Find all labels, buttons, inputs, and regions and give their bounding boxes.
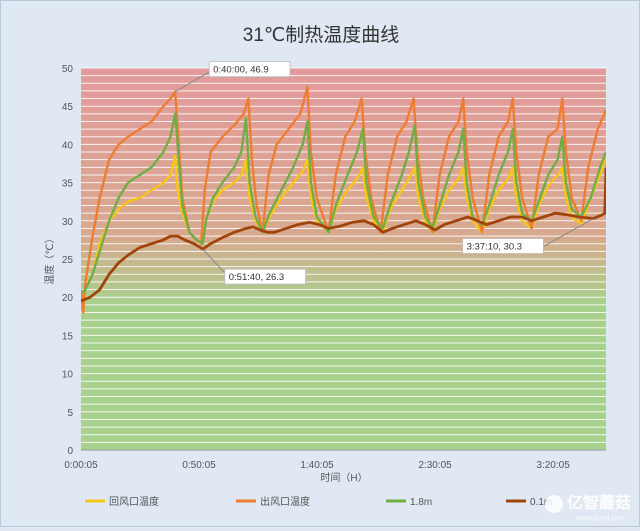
y-tick-label: 35 <box>62 179 74 190</box>
y-tick-label: 25 <box>62 255 74 266</box>
legend-label-3: 1.8m <box>410 497 432 508</box>
x-tick-label: 0:00:05 <box>64 460 98 471</box>
series-line-4 <box>81 167 606 303</box>
annotation-box <box>224 268 306 285</box>
series-line-2 <box>81 85 606 314</box>
x-tick-label: 0:50:05 <box>182 460 216 471</box>
legend: 回风口温度 出风口温度 1.8m 0.1m <box>85 495 552 508</box>
chart-title: 31℃制热温度曲线 <box>243 24 399 46</box>
series-group <box>81 85 606 314</box>
y-tick-label: 0 <box>67 446 73 457</box>
y-tick-label: 50 <box>62 64 74 75</box>
legend-label-2: 出风口温度 <box>260 495 310 508</box>
watermark-text: 亿智蘑菇 <box>567 493 631 512</box>
x-tick-label: 3:20:05 <box>536 460 570 471</box>
y-axis-label: 温度（℃） <box>43 233 56 284</box>
y-tick-label: 10 <box>62 370 74 381</box>
series-line-1 <box>81 154 606 298</box>
series-line-3 <box>81 112 606 295</box>
legend-label-1: 回风口温度 <box>109 495 159 508</box>
y-tick-label: 20 <box>62 293 74 304</box>
x-tick-label: 2:30:05 <box>418 460 452 471</box>
y-tick-label: 15 <box>62 331 74 342</box>
watermark-subtext: www.yzmg.com <box>575 515 625 522</box>
y-tick-label: 45 <box>62 102 74 113</box>
annotation-leader <box>174 69 214 93</box>
annotation-label: 3:37:10, 30.3 <box>467 242 522 253</box>
y-tick-label: 5 <box>67 408 73 419</box>
y-tick-label: 30 <box>62 217 74 228</box>
annotation-label: 0:40:00, 46.9 <box>213 65 268 76</box>
watermark-logo-icon <box>545 495 563 513</box>
x-tick-label: 1:40:05 <box>300 460 334 471</box>
legend-label-4: 0.1m <box>530 497 552 508</box>
watermark: 亿智蘑菇 www.yzmg.com <box>545 493 631 522</box>
annotation-leader <box>543 218 594 247</box>
x-axis: 0:00:05 0:50:05 1:40:05 2:30:05 3:20:05 <box>64 449 606 471</box>
annotation-label: 0:51:40, 26.3 <box>229 272 284 283</box>
annotation-box <box>208 61 291 78</box>
annotation-box <box>462 238 544 254</box>
y-tick-label: 40 <box>62 140 74 151</box>
annotations: 0:40:00, 46.9 0:51:40, 26.3 3:37:10, 30.3 <box>174 61 594 285</box>
y-axis: 0 5 10 15 20 25 30 35 40 45 50 <box>62 64 74 457</box>
x-axis-label: 时间（H） <box>320 471 367 484</box>
